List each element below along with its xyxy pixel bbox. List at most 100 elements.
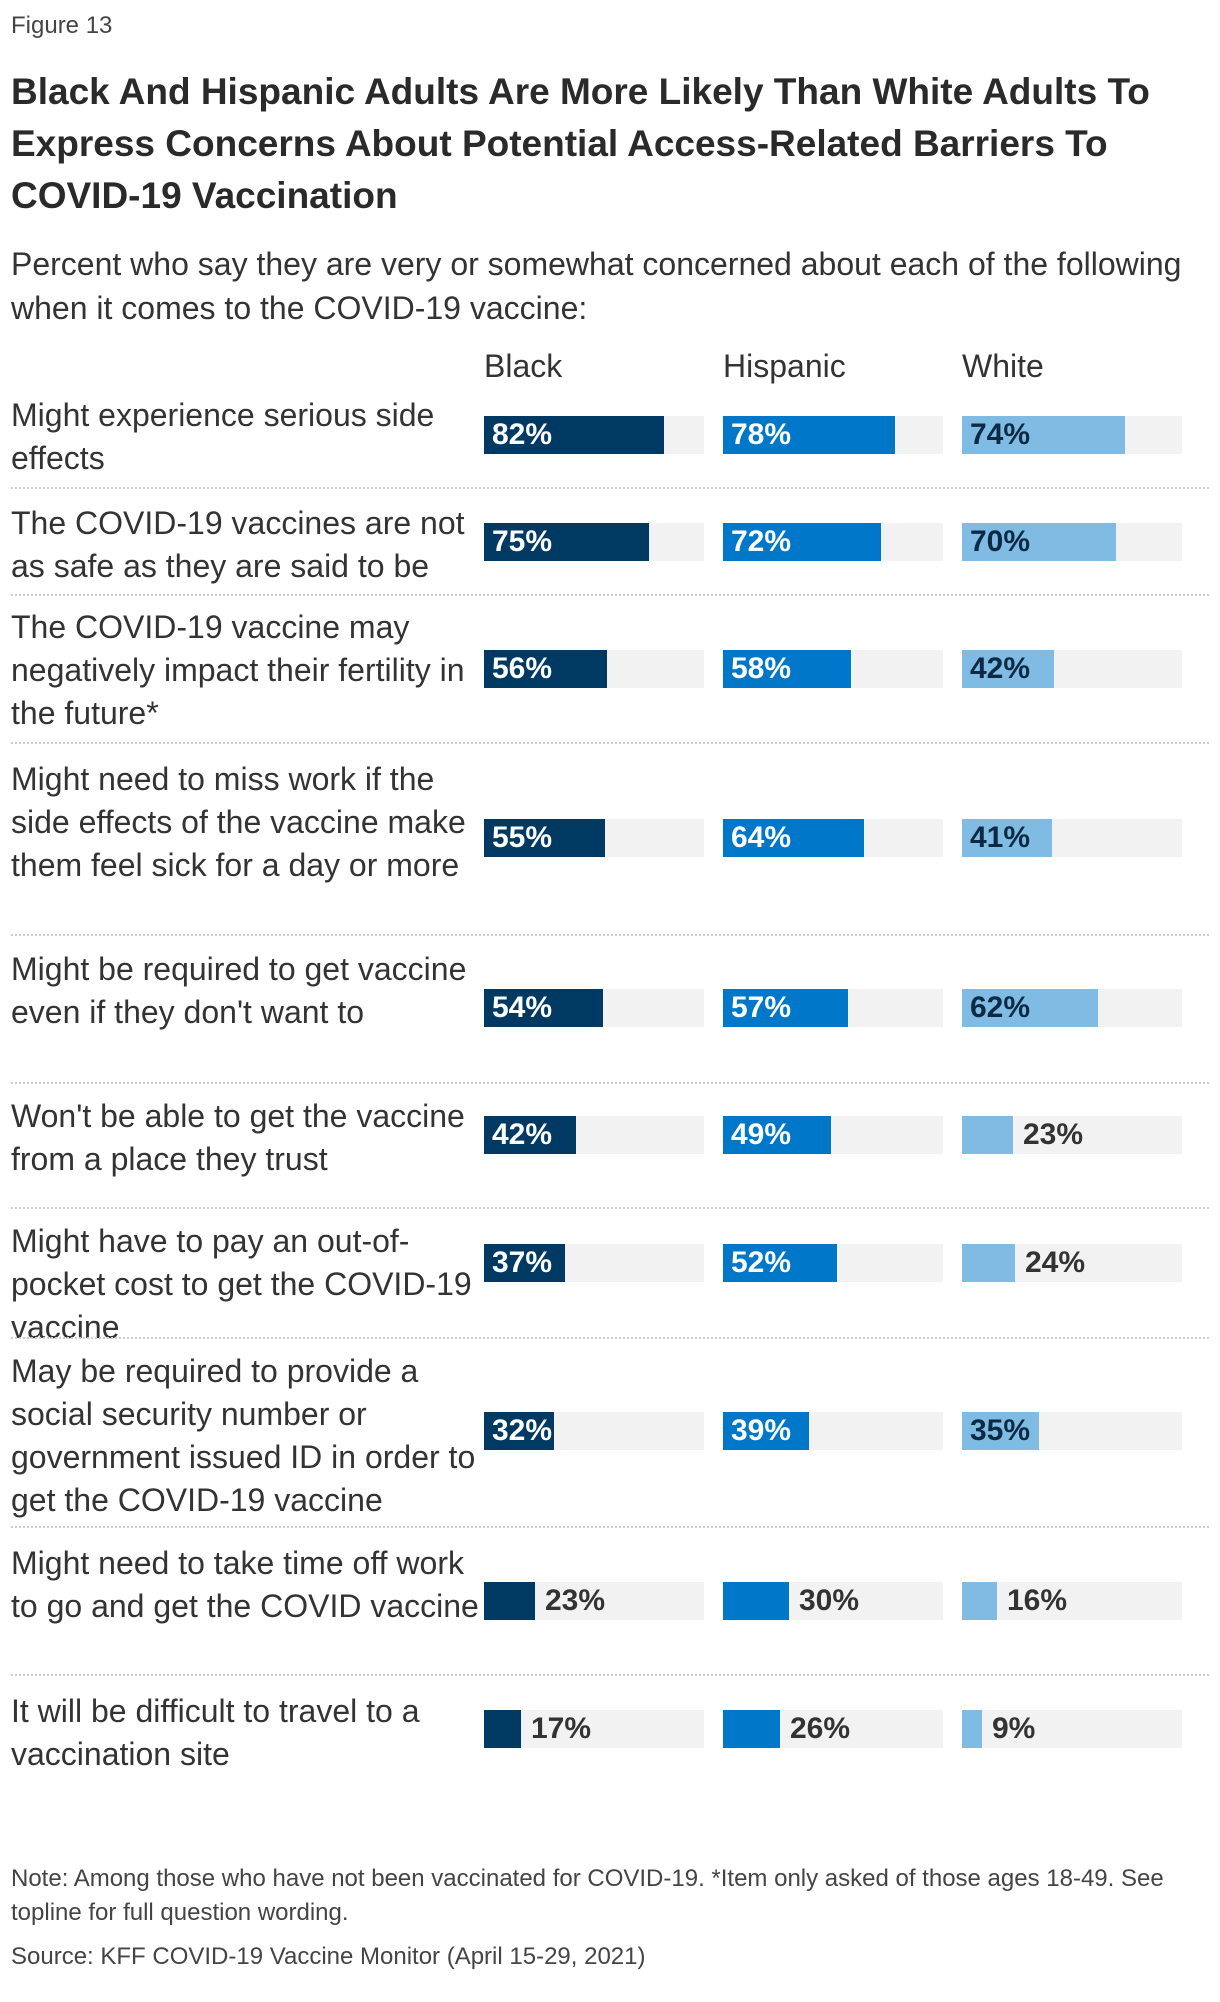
bar-black [484,416,664,454]
bar-hispanic [723,989,848,1027]
row-label: The COVID-19 vaccine may negatively impa… [11,609,465,731]
data-label-black: 54% [492,991,553,1024]
bar-black [484,650,607,688]
data-label-black: 23% [545,1584,606,1617]
row-divider [11,594,1209,596]
data-label-white: 23% [1023,1118,1084,1151]
bar-hispanic [723,1244,837,1282]
bar-black [484,1116,576,1154]
column-header-hispanic: Hispanic [723,348,846,384]
bar-hispanic [723,523,881,561]
bar-track-white: 41% [962,819,1182,857]
row-divider [11,934,1209,936]
data-label-white: 42% [970,652,1031,685]
row-divider [11,742,1209,744]
row-label: Might be required to get vaccine even if… [11,951,467,1030]
bar-track-hispanic: 72% [723,523,943,561]
bar-track-hispanic: 57% [723,989,943,1027]
bar-white [962,1582,997,1620]
data-label-hispanic: 39% [731,1414,792,1447]
bar-track-hispanic: 39% [723,1412,943,1450]
bar-track-white: 42% [962,650,1182,688]
data-label-black: 32% [492,1414,553,1447]
bar-white [962,1412,1039,1450]
chart-subtitle: Percent who say they are very or somewha… [11,246,1182,326]
chart-source: Source: KFF COVID-19 Vaccine Monitor (Ap… [11,1943,646,1970]
row-label: Won't be able to get the vaccine from a … [11,1098,465,1177]
data-label-white: 24% [1025,1246,1086,1279]
bar-hispanic [723,1116,831,1154]
bar-black [484,523,649,561]
chart-title: Black And Hispanic Adults Are More Likel… [11,71,1150,216]
column-header-black: Black [484,348,563,384]
bar-track-hispanic: 64% [723,819,943,857]
bar-track-hispanic: 30% [723,1582,943,1620]
figure-label: Figure 13 [11,12,113,39]
row-label: Might need to take time off work to go a… [11,1545,479,1624]
bar-white [962,1244,1015,1282]
data-label-hispanic: 78% [731,418,792,451]
bar-hispanic [723,650,851,688]
bar-black [484,1582,535,1620]
data-label-white: 9% [992,1712,1036,1745]
bar-track-hispanic: 58% [723,650,943,688]
data-label-black: 37% [492,1246,553,1279]
bar-track-white: 23% [962,1116,1182,1154]
bar-track-hispanic: 26% [723,1710,943,1748]
row-divider [11,1674,1209,1676]
bar-track-white: 74% [962,416,1182,454]
bar-white [962,416,1125,454]
bar-track-white: 70% [962,523,1182,561]
data-label-black: 75% [492,525,553,558]
bar-track-black: 17% [484,1710,704,1748]
bar-track-hispanic: 78% [723,416,943,454]
bar-white [962,523,1116,561]
data-label-black: 17% [531,1712,592,1745]
bar-track-white: 24% [962,1244,1182,1282]
data-label-black: 55% [492,821,553,854]
data-label-black: 42% [492,1118,553,1151]
row-label: May be required to provide a social secu… [11,1353,476,1518]
bar-track-black: 37% [484,1244,704,1282]
bar-track-white: 16% [962,1582,1182,1620]
bar-track-white: 9% [962,1710,1182,1748]
data-label-white: 41% [970,821,1031,854]
bar-hispanic [723,819,864,857]
bar-track-black: 42% [484,1116,704,1154]
bar-track-white: 62% [962,989,1182,1027]
bar-track-black: 54% [484,989,704,1027]
data-label-black: 82% [492,418,553,451]
bar-white [962,650,1054,688]
bar-white [962,989,1098,1027]
bar-hispanic [723,1582,789,1620]
chart-note: Note: Among those who have not been vacc… [11,1865,1164,1926]
data-label-white: 35% [970,1414,1031,1447]
bar-hispanic [723,416,895,454]
row-divider [11,1526,1209,1528]
data-label-hispanic: 72% [731,525,792,558]
column-header-white: White [962,348,1044,384]
bar-hispanic [723,1412,809,1450]
data-label-hispanic: 58% [731,652,792,685]
bar-white [962,1116,1013,1154]
data-label-hispanic: 49% [731,1118,792,1151]
row-label: Might experience serious side effects [11,397,435,476]
row-label: Might have to pay an out-of-pocket cost … [11,1223,472,1345]
data-label-black: 56% [492,652,553,685]
bar-track-black: 55% [484,819,704,857]
bar-black [484,1710,521,1748]
data-label-hispanic: 26% [790,1712,851,1745]
bar-track-black: 82% [484,416,704,454]
row-divider [11,1082,1209,1084]
bar-track-black: 23% [484,1582,704,1620]
bar-black [484,1412,554,1450]
bar-track-black: 32% [484,1412,704,1450]
data-label-hispanic: 57% [731,991,792,1024]
bar-white [962,819,1052,857]
row-divider [11,1207,1209,1209]
bar-black [484,819,605,857]
row-label: It will be difficult to travel to a vacc… [11,1693,420,1772]
data-label-hispanic: 64% [731,821,792,854]
bar-track-hispanic: 52% [723,1244,943,1282]
